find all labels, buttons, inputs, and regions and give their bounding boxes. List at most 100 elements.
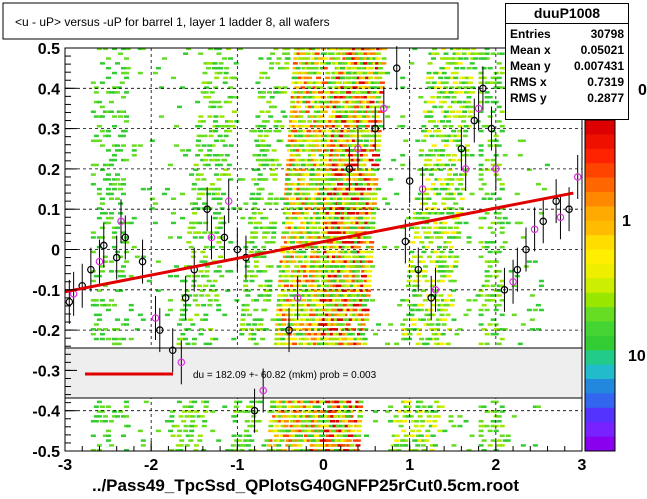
heat-cell xyxy=(345,76,351,80)
heat-cell xyxy=(484,294,490,297)
heat-cell xyxy=(349,47,355,51)
heat-cell xyxy=(293,328,299,331)
heat-cell xyxy=(212,192,218,196)
heat-cell xyxy=(447,105,453,109)
heat-cell xyxy=(326,429,332,433)
heat-cell xyxy=(285,52,291,55)
heat-cell xyxy=(313,434,319,437)
heat-cell xyxy=(302,187,308,191)
heat-cell xyxy=(496,250,502,254)
heat-cell xyxy=(490,158,496,162)
heat-cell xyxy=(284,231,290,234)
heat-cell xyxy=(354,57,360,60)
heat-cell xyxy=(300,86,306,89)
heat-cell xyxy=(93,86,99,89)
heat-cell xyxy=(505,221,511,225)
heat-cell xyxy=(426,318,432,321)
heat-cell xyxy=(362,337,368,341)
heat-cell xyxy=(284,226,290,230)
heat-cell xyxy=(252,202,258,205)
heat-cell xyxy=(243,429,249,433)
heat-cell xyxy=(356,424,362,428)
heat-cell xyxy=(310,332,316,336)
heat-cell xyxy=(412,294,418,297)
heat-cell xyxy=(269,95,275,99)
heat-cell xyxy=(315,303,321,307)
heat-cell xyxy=(306,270,312,273)
heat-cell xyxy=(463,57,469,60)
heat-cell xyxy=(450,134,456,138)
heat-cell xyxy=(294,192,300,196)
heat-cell xyxy=(264,149,270,152)
heat-cell xyxy=(419,212,425,215)
heat-cell xyxy=(433,221,439,225)
heat-cell xyxy=(333,149,339,152)
heat-cell xyxy=(287,149,293,152)
heat-cell xyxy=(279,260,285,263)
heat-cell xyxy=(419,337,425,341)
heat-cell xyxy=(421,250,427,254)
heat-cell xyxy=(124,236,130,239)
heat-cell xyxy=(292,250,298,254)
heat-cell xyxy=(299,52,305,55)
heat-cell xyxy=(441,71,447,75)
heat-cell xyxy=(443,110,449,113)
heat-cell xyxy=(307,202,313,205)
heat-cell xyxy=(463,91,469,94)
heat-cell xyxy=(186,241,192,244)
heat-cell xyxy=(99,129,105,133)
heat-cell xyxy=(245,444,251,447)
heat-cell xyxy=(371,115,377,118)
heat-cell xyxy=(270,241,276,244)
heat-cell xyxy=(197,434,203,437)
heat-cell xyxy=(249,274,255,278)
heat-cell xyxy=(131,216,137,220)
heat-cell xyxy=(279,197,285,201)
heat-cell xyxy=(499,66,505,70)
heat-cell xyxy=(339,139,345,142)
heat-cell xyxy=(409,308,415,312)
heat-cell xyxy=(301,332,307,336)
heat-cell xyxy=(430,434,436,437)
heat-cell xyxy=(283,424,289,428)
heat-cell xyxy=(388,323,394,326)
heat-cell xyxy=(422,274,428,278)
heat-cell xyxy=(344,154,350,157)
heat-cell xyxy=(287,226,293,230)
heat-cell xyxy=(358,303,364,307)
heat-cell xyxy=(324,265,330,268)
heat-cell xyxy=(502,216,508,220)
heat-cell xyxy=(299,415,305,418)
heat-cell xyxy=(345,231,351,234)
heat-cell xyxy=(334,173,340,176)
heat-cell xyxy=(105,163,111,167)
heat-cell xyxy=(259,226,265,230)
heat-cell xyxy=(299,318,305,321)
heat-cell xyxy=(335,57,341,60)
heat-cell xyxy=(199,294,205,297)
heat-cell xyxy=(121,47,127,51)
heat-cell xyxy=(363,434,369,437)
heat-cell xyxy=(481,66,487,70)
heat-cell xyxy=(426,323,432,326)
heat-cell xyxy=(105,173,111,176)
heat-cell xyxy=(357,202,363,205)
heat-cell xyxy=(435,323,441,326)
heat-cell xyxy=(461,81,467,84)
heat-cell xyxy=(289,241,295,244)
heat-cell xyxy=(102,134,108,138)
heat-cell xyxy=(273,444,279,447)
heat-cell xyxy=(99,144,105,147)
heat-cell xyxy=(429,260,435,263)
heat-cell xyxy=(321,318,327,321)
heat-cell xyxy=(285,308,291,312)
heat-cell xyxy=(319,163,325,167)
heat-cell xyxy=(216,308,222,312)
heat-cell xyxy=(174,265,180,268)
chart-title: <u - uP> versus -uP for barrel 1, layer … xyxy=(15,15,330,29)
heat-cell xyxy=(357,279,363,283)
heat-cell xyxy=(462,134,468,138)
heat-cell xyxy=(294,124,300,128)
heat-cell xyxy=(484,245,490,249)
heat-cell xyxy=(337,129,343,133)
